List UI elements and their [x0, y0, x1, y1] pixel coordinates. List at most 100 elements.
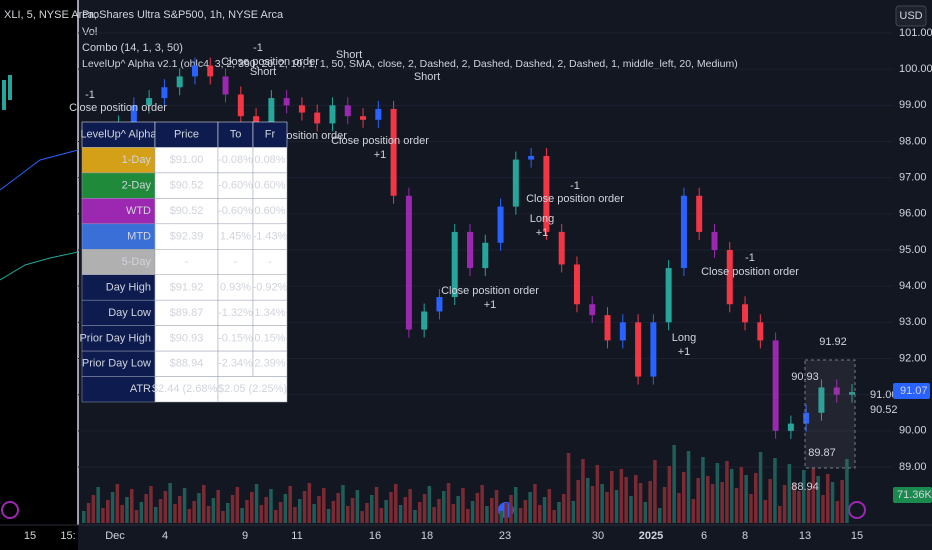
table-value: 0.60% [254, 205, 285, 217]
volume-bar [725, 461, 729, 523]
time-tick-label: 6 [701, 530, 707, 542]
annotation: Short [336, 49, 362, 61]
volume-bar [509, 495, 513, 523]
volume-bar [235, 487, 240, 523]
volume-bar [782, 485, 787, 523]
currency-button[interactable] [895, 5, 927, 27]
volume-bar [115, 484, 120, 523]
volume-bar [682, 472, 686, 523]
table-cell [81, 299, 156, 326]
volume-bar [437, 499, 441, 523]
table-row-label: MTD [127, 230, 151, 242]
volume-bar [523, 500, 528, 523]
volume-bar [422, 494, 427, 523]
table-row-label: WTD [126, 205, 151, 217]
table-value: 0.60% [254, 180, 285, 192]
volume-bar [394, 484, 398, 523]
price-tick-label: 89.00 [899, 461, 927, 473]
volume-bar [773, 458, 777, 523]
volume-bar [307, 483, 312, 523]
table-cell [154, 274, 219, 301]
volume-bar [230, 495, 235, 523]
volume-bar [667, 466, 672, 523]
price-tick-label: 100.00 [899, 63, 932, 75]
candle [191, 65, 198, 77]
volume-bar [835, 501, 840, 523]
candle [360, 116, 367, 120]
table-value: $88.94 [170, 358, 204, 370]
table-cell [154, 198, 219, 225]
candle [849, 392, 855, 395]
annotation: Close position order [69, 102, 167, 114]
annotation: -1 [570, 180, 580, 192]
table-cell [252, 274, 288, 301]
volume-bar [475, 493, 480, 523]
volume-bar [451, 504, 456, 523]
volume-bar [461, 488, 465, 523]
table-cell [252, 223, 288, 250]
candle [772, 340, 779, 431]
volume-bar [806, 489, 811, 523]
table-value: $2.05 (2.25%) [218, 383, 287, 395]
volume-bar [245, 500, 249, 523]
volume-bar [91, 495, 96, 523]
table-cell [81, 172, 156, 199]
volume-bar [619, 469, 624, 523]
table-cell [154, 325, 219, 352]
candle [665, 268, 672, 323]
candle [680, 195, 687, 269]
volume-bar [845, 459, 849, 523]
volume-bar [533, 484, 537, 523]
volume-bar [710, 484, 715, 523]
level-label: 89.87 [808, 447, 836, 459]
volume-bar [398, 505, 403, 523]
candle [375, 108, 382, 120]
table-header: LevelUp^ Alpha [80, 129, 157, 141]
candle [787, 423, 794, 431]
volume-bar [629, 496, 633, 523]
chart-title: ProShares Ultra S&P500, 1h, NYSE Arca [82, 9, 284, 21]
volume-bar [312, 504, 316, 523]
volume-bar [240, 508, 244, 523]
volume-bar [610, 471, 614, 523]
volume-bar [432, 507, 436, 523]
volume-bar [586, 478, 590, 523]
currency[interactable]: USD [899, 10, 922, 22]
time-tick-label: 13 [799, 530, 811, 542]
volume-bar [82, 511, 86, 523]
volume-bar [763, 500, 768, 523]
price-tick-label: 93.00 [899, 316, 927, 328]
volume-bar [499, 511, 504, 523]
table-cell [154, 299, 219, 326]
annotation: -1 [253, 42, 263, 54]
volume-bar [370, 495, 374, 523]
table-row-label: Day Low [108, 307, 151, 319]
volume-bar [302, 491, 307, 523]
level-box [804, 359, 856, 469]
volume-bar [278, 502, 283, 523]
table-cell [252, 325, 288, 352]
volume-bar [787, 464, 792, 523]
volume-bar [504, 503, 508, 523]
volume-bar [802, 470, 806, 523]
volume-bar [576, 480, 580, 523]
volume-bar [826, 474, 830, 523]
volume-bar [360, 511, 364, 523]
table-value: $90.52 [170, 180, 204, 192]
volume-bar [221, 511, 225, 523]
table-cell [81, 325, 156, 352]
volume-bar [163, 491, 168, 523]
volume-bar [634, 475, 638, 523]
volume-bar [446, 483, 451, 523]
volume-bar [298, 499, 302, 523]
table-value: 1.34% [254, 307, 285, 319]
price-tag [893, 487, 932, 503]
table-cell [81, 376, 156, 403]
time-tick-label: 23 [499, 530, 511, 542]
table-cell [217, 172, 254, 199]
candle [329, 105, 336, 124]
volume-bar [754, 473, 758, 523]
table-value: 0.15% [254, 332, 285, 344]
time-tick-label: 15 [24, 530, 36, 542]
price-label: 91.00 [870, 389, 898, 401]
